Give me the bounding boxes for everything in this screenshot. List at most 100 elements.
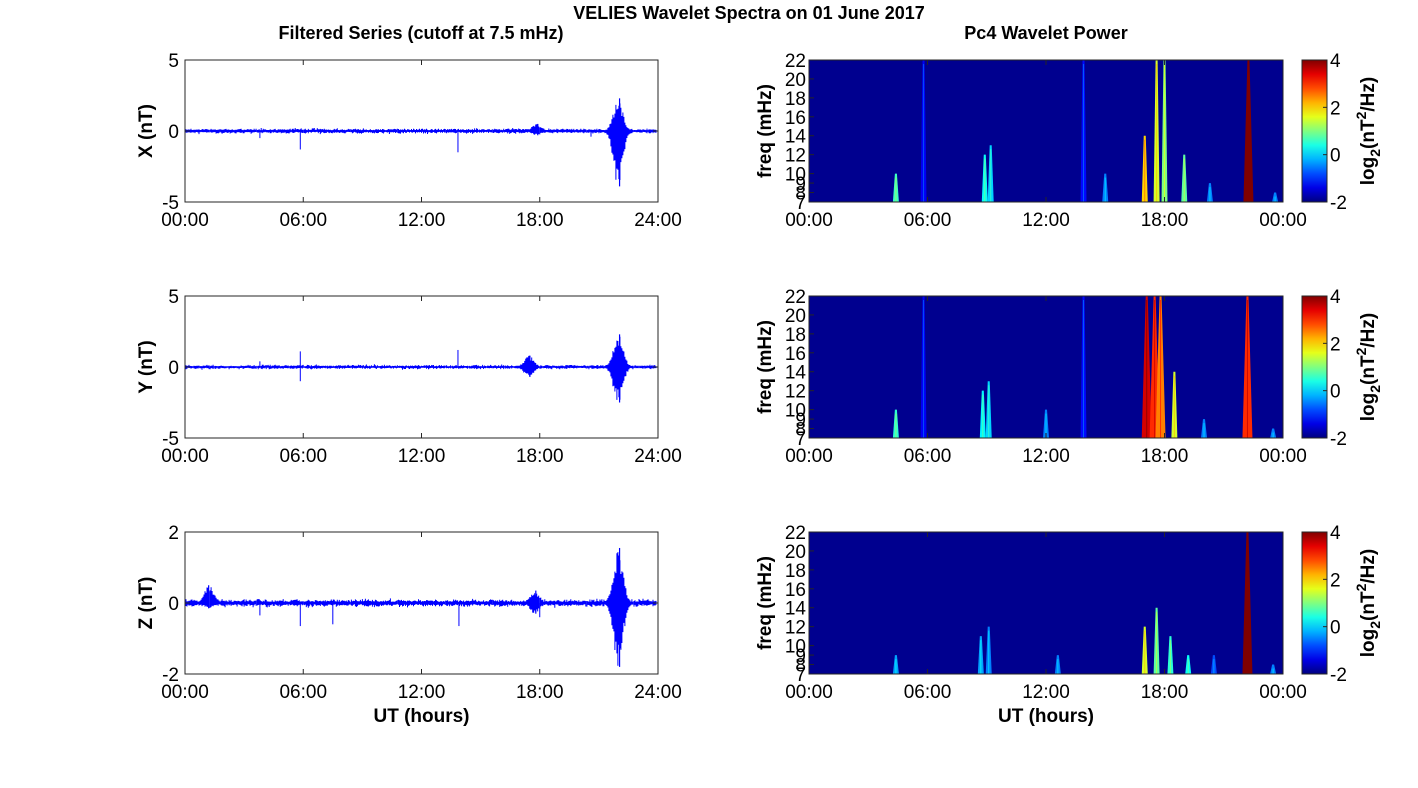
y-tick-label: 16	[785, 344, 806, 365]
x-tick-label: 18:00	[516, 210, 564, 231]
y-tick-label: 10	[785, 401, 806, 422]
y-tick-label: 22	[785, 287, 806, 308]
colorbar-tick-label: 0	[1330, 382, 1341, 403]
y-tick-label: 14	[785, 363, 807, 384]
y-tick-label: 18	[785, 89, 806, 110]
y-tick-label: 8	[795, 656, 806, 677]
y-tick-label: 0	[168, 122, 179, 143]
y-axis-label: freq (mHz)	[755, 84, 776, 178]
colorbar-tick-label: 0	[1330, 146, 1341, 167]
x-tick-label: 06:00	[279, 210, 327, 231]
x-tick-label: 00:00	[161, 210, 209, 231]
heatmap-area	[809, 532, 1283, 674]
x-tick-label: 00:00	[1259, 446, 1307, 467]
x-tick-label: 00:00	[1259, 210, 1307, 231]
x-tick-label: 24:00	[634, 446, 682, 467]
y-axis-label: freq (mHz)	[755, 320, 776, 414]
y-tick-label: 0	[168, 594, 179, 615]
heatmap-area	[809, 60, 1283, 202]
left-column-title: Filtered Series (cutoff at 7.5 mHz)	[278, 23, 563, 43]
x-tick-label: 12:00	[398, 682, 446, 703]
colorbar-tick-label: -2	[1330, 193, 1347, 214]
colorbar-tick-label: 0	[1330, 618, 1341, 639]
colorbar-tick-label: 4	[1330, 523, 1341, 544]
x-tick-label: 06:00	[904, 210, 952, 231]
y-tick-label: 20	[785, 542, 806, 563]
x-axis-label: UT (hours)	[373, 706, 469, 727]
y-tick-label: 12	[785, 146, 806, 167]
x-tick-label: 12:00	[1022, 210, 1070, 231]
y-tick-label: 16	[785, 580, 806, 601]
x-tick-label: 12:00	[398, 210, 446, 231]
y-tick-label: 7	[795, 429, 806, 450]
y-tick-label: 14	[785, 127, 807, 148]
x-tick-label: 06:00	[904, 682, 952, 703]
y-axis-label: freq (mHz)	[755, 556, 776, 650]
y-tick-label: 10	[785, 637, 806, 658]
y-tick-label: 18	[785, 325, 806, 346]
y-tick-label: 22	[785, 523, 806, 544]
y-tick-label: 20	[785, 70, 806, 91]
colorbar-tick-label: 2	[1330, 98, 1341, 119]
y-tick-label: 2	[168, 523, 179, 544]
x-tick-label: 12:00	[398, 446, 446, 467]
x-tick-label: 00:00	[785, 682, 833, 703]
x-tick-label: 18:00	[1141, 682, 1189, 703]
colorbar-label: log2(nT2/Hz)	[1353, 549, 1383, 657]
panel-line-Y: 5 0 -5 Y (nT) 00:00 06:00 12:00 18:00 24:00	[136, 287, 682, 467]
y-axis-label: X (nT)	[136, 104, 157, 158]
x-tick-label: 06:00	[904, 446, 952, 467]
x-tick-label: 18:00	[516, 446, 564, 467]
colorbar	[1301, 531, 1328, 675]
colorbar	[1301, 59, 1328, 203]
x-tick-label: 00:00	[785, 446, 833, 467]
y-tick-label: 5	[168, 51, 179, 72]
x-tick-label: 18:00	[1141, 210, 1189, 231]
y-tick-label: -5	[162, 429, 179, 450]
right-column-title: Pc4 Wavelet Power	[964, 23, 1127, 43]
y-tick-label: 18	[785, 561, 806, 582]
y-tick-label: 10	[785, 165, 806, 186]
panel-line-Z: 2 0 -2 Z (nT) 00:00 06:00 12:00 18:00 24:00 UT (h…	[136, 523, 682, 727]
y-tick-label: 16	[785, 108, 806, 129]
x-tick-label: 18:00	[1141, 446, 1189, 467]
y-tick-label: 9	[795, 410, 806, 431]
x-tick-label: 18:00	[516, 682, 564, 703]
y-tick-label: 7	[795, 665, 806, 686]
y-tick-label: -5	[162, 193, 179, 214]
y-axis-label: Z (nT)	[136, 577, 157, 630]
figure-title: VELIES Wavelet Spectra on 01 June 2017	[573, 3, 924, 23]
y-axis-label: Y (nT)	[136, 340, 157, 393]
y-tick-label: 8	[795, 420, 806, 441]
x-tick-label: 12:00	[1022, 682, 1070, 703]
colorbar	[1301, 295, 1328, 439]
panel-line-X: 5 0 -5 X (nT) 00:00 06:00 12:00 18:00 24:00	[136, 51, 682, 231]
colorbar-tick-label: -2	[1330, 429, 1347, 450]
x-tick-label: 00:00	[785, 210, 833, 231]
colorbar-label: log2(nT2/Hz)	[1353, 77, 1383, 185]
y-tick-label: 14	[785, 599, 807, 620]
y-tick-label: 12	[785, 382, 806, 403]
colorbar-tick-label: -2	[1330, 665, 1347, 686]
x-tick-label: 00:00	[161, 682, 209, 703]
y-tick-label: 20	[785, 306, 806, 327]
x-tick-label: 00:00	[1259, 682, 1307, 703]
y-tick-label: 7	[795, 193, 806, 214]
x-axis-label: UT (hours)	[998, 706, 1094, 727]
y-tick-label: 0	[168, 358, 179, 379]
panels-container: 5 0 -5 X (nT) 00:00 06:00 12:00 18:00 24:00 5 0 -5 Y…	[136, 51, 1383, 727]
x-tick-label: 24:00	[634, 682, 682, 703]
y-tick-label: 8	[795, 184, 806, 205]
y-tick-label: 9	[795, 646, 806, 667]
y-tick-label: 22	[785, 51, 806, 72]
colorbar-tick-label: 2	[1330, 334, 1341, 355]
x-tick-label: 00:00	[161, 446, 209, 467]
y-tick-label: 12	[785, 618, 806, 639]
y-tick-label: -2	[162, 665, 179, 686]
x-tick-label: 06:00	[279, 446, 327, 467]
x-tick-label: 06:00	[279, 682, 327, 703]
y-tick-label: 5	[168, 287, 179, 308]
